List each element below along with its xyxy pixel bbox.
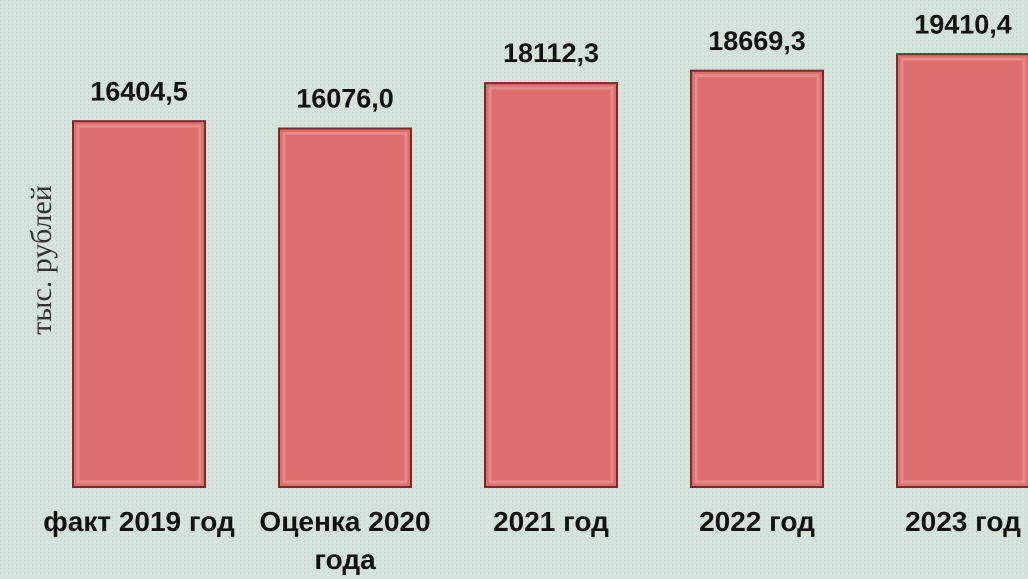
bar-bevel xyxy=(488,86,614,484)
y-axis-label: тыс. рублей xyxy=(25,185,58,335)
bar xyxy=(278,127,412,489)
bar xyxy=(484,82,618,489)
category-label: 2022 год xyxy=(699,506,815,537)
bar-bevel xyxy=(694,74,820,484)
bar xyxy=(896,53,1028,489)
bar-bevel xyxy=(76,124,202,484)
category-label: 2023 год xyxy=(905,506,1021,537)
value-label: 19410,4 xyxy=(914,9,1012,39)
bar xyxy=(72,120,206,488)
value-label: 18669,3 xyxy=(708,26,806,56)
bar xyxy=(690,69,824,488)
bar-bevel xyxy=(900,57,1026,484)
value-label: 16076,0 xyxy=(296,84,394,114)
value-label: 16404,5 xyxy=(90,76,188,106)
value-label: 18112,3 xyxy=(503,38,599,68)
bar-bevel xyxy=(282,132,408,484)
category-label: факт 2019 год xyxy=(43,506,235,537)
category-label: Оценка 2020 года xyxy=(259,506,431,575)
category-label: 2021 год xyxy=(493,506,609,537)
